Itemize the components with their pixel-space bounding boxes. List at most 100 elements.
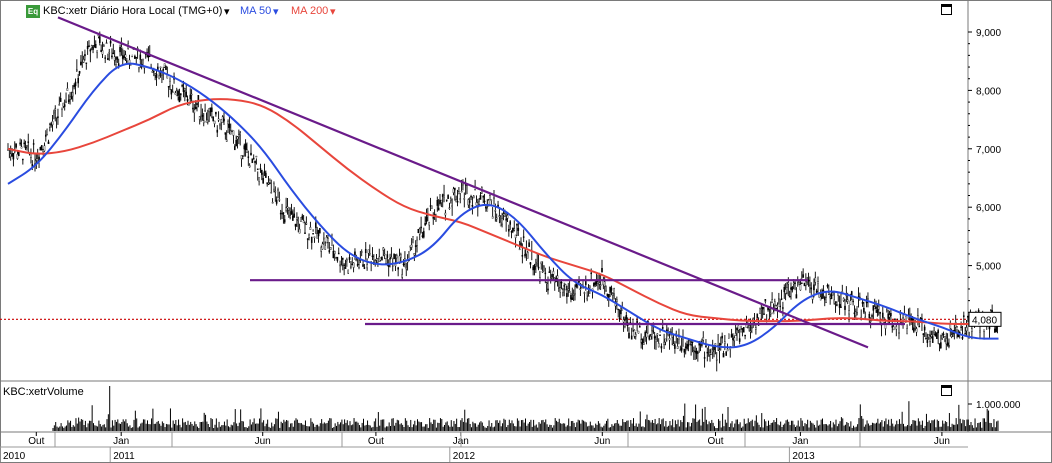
candle-body <box>508 229 510 232</box>
ma200-dropdown-icon[interactable]: ▾ <box>330 6 336 18</box>
instrument-title[interactable]: KBC:xetr Diário Hora Local (TMG+0) <box>43 5 223 17</box>
candle-body <box>300 217 302 222</box>
candle-body <box>672 343 675 346</box>
candle-body <box>450 198 452 201</box>
candle-body <box>815 290 818 293</box>
candle-body <box>948 345 950 347</box>
candle-body <box>221 116 224 123</box>
candle-body <box>470 195 472 198</box>
candle-body <box>421 235 424 237</box>
candle-body <box>529 262 532 265</box>
candle-body <box>371 255 374 258</box>
candle-body <box>579 288 582 290</box>
candle-body <box>944 336 946 341</box>
candle-body <box>648 335 651 340</box>
candle-body <box>347 269 350 274</box>
candle-body <box>846 299 849 302</box>
equity-icon[interactable]: Eq <box>26 5 40 18</box>
candle-body <box>684 346 687 348</box>
candle-body <box>510 231 513 233</box>
price-panel-maximize-icon[interactable] <box>941 4 952 15</box>
candle-body <box>894 318 896 321</box>
candle-body <box>937 330 939 334</box>
candle-body <box>730 334 733 338</box>
candle-body <box>764 299 767 302</box>
candle-body <box>927 334 930 337</box>
candle-body <box>292 215 294 221</box>
candle-body <box>705 345 707 348</box>
candle-body <box>369 252 371 255</box>
candle-body <box>231 129 233 132</box>
candle-body <box>756 313 759 319</box>
candle-body <box>216 129 219 133</box>
candle-body <box>46 128 48 135</box>
candle-body <box>174 92 177 95</box>
x-year-label: 2012 <box>453 451 476 462</box>
candle-body <box>551 274 553 278</box>
candle-body <box>90 45 93 48</box>
candle-body <box>786 287 788 294</box>
candle-body <box>297 218 300 222</box>
candle-body <box>12 153 15 160</box>
candle-body <box>351 263 354 266</box>
candle-body <box>564 284 567 291</box>
candle-body <box>742 327 745 333</box>
candle-body <box>69 96 71 100</box>
candle-body <box>524 254 526 257</box>
candle-body <box>548 271 551 273</box>
candle-body <box>50 123 52 126</box>
candle-body <box>310 236 313 243</box>
y-tick-label: 6,000 <box>976 203 1001 214</box>
candle-body <box>412 236 414 240</box>
candle-body <box>890 313 892 317</box>
candle-body <box>185 91 188 98</box>
candle-body <box>805 281 807 286</box>
candle-body <box>803 282 806 287</box>
candle-body <box>783 287 786 293</box>
candle-body <box>710 348 713 355</box>
candle-body <box>714 343 717 346</box>
candle-body <box>296 216 298 220</box>
candle-body <box>134 55 136 59</box>
candle-body <box>532 266 534 271</box>
ma50-label[interactable]: MA 50 <box>240 5 272 17</box>
candle-body <box>254 160 256 164</box>
candle-body <box>340 264 343 267</box>
candle-body <box>53 111 55 114</box>
volume-panel-maximize-icon[interactable] <box>941 385 952 396</box>
candle-body <box>763 313 765 315</box>
instrument-dropdown-icon[interactable]: ▾ <box>224 6 230 18</box>
candle-body <box>313 236 316 238</box>
candle-body <box>103 44 105 47</box>
candle-body <box>436 200 439 206</box>
candle-body <box>475 202 478 206</box>
candle-body <box>424 222 426 226</box>
ma50-dropdown-icon[interactable]: ▾ <box>273 6 279 18</box>
candle-body <box>979 330 981 333</box>
candle-body <box>382 247 385 251</box>
ma200-label[interactable]: MA 200 <box>291 5 329 17</box>
candle-body <box>660 346 663 349</box>
candle-body <box>535 264 537 267</box>
candle-body <box>58 104 61 106</box>
candle-body <box>335 257 337 259</box>
candle-body <box>333 251 336 255</box>
candle-body <box>81 62 84 64</box>
candle-body <box>799 284 802 291</box>
candle-body <box>435 219 437 222</box>
candle-body <box>736 327 738 331</box>
candle-body <box>274 190 277 193</box>
candle-body <box>537 266 540 269</box>
candle-body <box>66 88 69 91</box>
candle-body <box>590 272 592 275</box>
candle-body <box>441 194 444 197</box>
candle-body <box>680 347 683 351</box>
x-month-label: Out <box>368 436 384 447</box>
candle-body <box>659 334 661 336</box>
y-tick-label: 7,000 <box>976 145 1001 156</box>
candle-body <box>304 232 306 234</box>
candle-body <box>522 236 525 238</box>
candle-body <box>247 156 250 158</box>
candle-body <box>552 271 555 275</box>
